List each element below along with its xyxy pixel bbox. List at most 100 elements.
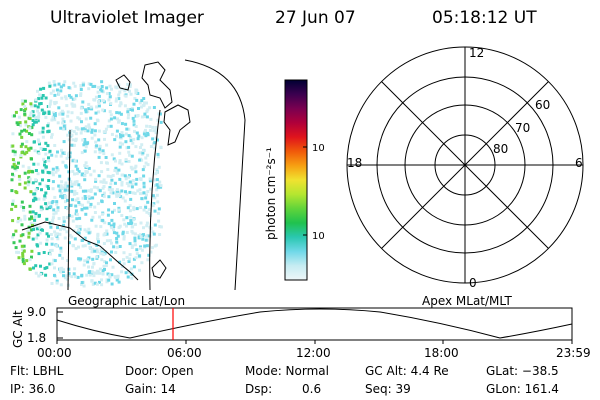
- aurora-pixel: [39, 146, 43, 150]
- aurora-pixel: [145, 101, 148, 105]
- aurora-pixel: [88, 273, 92, 277]
- aurora-pixel: [103, 268, 106, 271]
- aurora-pixel: [119, 112, 123, 116]
- aurora-pixel: [62, 140, 66, 144]
- aurora-pixel: [120, 214, 124, 217]
- aurora-pixel: [36, 244, 40, 248]
- aurora-pixel: [141, 151, 145, 155]
- aurora-pixel: [32, 227, 36, 231]
- aurora-pixel: [53, 93, 57, 97]
- aurora-pixel: [143, 130, 147, 134]
- aurora-pixel: [29, 146, 33, 150]
- aurora-pixel: [51, 187, 55, 191]
- aurora-pixel: [133, 243, 137, 247]
- aurora-pixel: [120, 270, 124, 274]
- aurora-pixel: [19, 234, 23, 238]
- aurora-pixel: [70, 111, 74, 115]
- aurora-pixel: [31, 237, 35, 241]
- aurora-pixel: [91, 85, 95, 88]
- altitude-timeline: GC Alt 9.0 1.8: [11, 305, 573, 348]
- aurora-pixel: [11, 158, 15, 162]
- aurora-pixel: [16, 220, 20, 224]
- aurora-pixel: [19, 108, 23, 112]
- aurora-pixel: [125, 255, 129, 259]
- aurora-pixel: [123, 104, 127, 108]
- aurora-pixel: [93, 249, 97, 253]
- aurora-pixel: [105, 229, 109, 233]
- aurora-pixel: [139, 221, 143, 225]
- aurora-pixel: [31, 223, 34, 227]
- aurora-pixel: [36, 109, 39, 113]
- aurora-pixel: [23, 181, 27, 185]
- aurora-pixel: [107, 208, 111, 212]
- aurora-pixel: [74, 137, 78, 141]
- aurora-pixel: [127, 134, 131, 138]
- aurora-pixel: [31, 210, 35, 214]
- aurora-pixel: [45, 217, 49, 221]
- aurora-pixel: [63, 80, 67, 84]
- aurora-pixel: [142, 181, 146, 185]
- aurora-pixel: [49, 205, 53, 209]
- aurora-pixel: [84, 161, 88, 165]
- aurora-pixel: [105, 232, 109, 236]
- aurora-pixel: [25, 129, 29, 133]
- aurora-pixel: [45, 242, 49, 246]
- aurora-emission-dots: [10, 80, 163, 288]
- aurora-pixel: [28, 177, 32, 181]
- aurora-pixel: [33, 222, 36, 226]
- aurora-pixel: [44, 116, 48, 119]
- aurora-pixel: [158, 180, 162, 184]
- aurora-pixel: [18, 124, 22, 128]
- aurora-pixel: [28, 114, 32, 118]
- aurora-pixel: [104, 181, 108, 185]
- aurora-pixel: [155, 171, 159, 174]
- aurora-pixel: [97, 138, 101, 142]
- aurora-pixel: [146, 258, 150, 262]
- aurora-pixel: [154, 128, 158, 132]
- aurora-pixel: [37, 274, 41, 278]
- aurora-pixel: [146, 200, 150, 204]
- aurora-pixel: [67, 94, 71, 98]
- aurora-pixel: [74, 209, 78, 213]
- aurora-pixel: [65, 156, 69, 160]
- aurora-pixel: [128, 209, 132, 213]
- aurora-pixel: [145, 115, 149, 119]
- mlt-label-12: 12: [469, 46, 484, 60]
- aurora-pixel: [133, 232, 137, 236]
- aurora-pixel: [106, 168, 110, 171]
- aurora-pixel: [141, 149, 145, 153]
- aurora-pixel: [68, 214, 71, 217]
- aurora-pixel: [140, 197, 144, 201]
- aurora-pixel: [141, 168, 145, 172]
- aurora-pixel: [48, 102, 52, 106]
- aurora-pixel: [59, 194, 63, 198]
- aurora-pixel: [55, 202, 59, 206]
- aurora-pixel: [114, 251, 118, 254]
- aurora-pixel: [102, 130, 106, 134]
- aurora-pixel: [43, 194, 47, 198]
- aurora-pixel: [10, 207, 14, 211]
- aurora-pixel: [107, 188, 111, 192]
- aurora-pixel: [100, 199, 104, 203]
- aurora-pixel: [115, 169, 118, 173]
- aurora-pixel: [125, 231, 129, 234]
- aurora-pixel: [130, 229, 134, 233]
- aurora-pixel: [66, 154, 70, 158]
- aurora-pixel: [149, 117, 153, 121]
- aurora-pixel: [17, 216, 21, 220]
- aurora-pixel: [47, 112, 51, 115]
- aurora-pixel: [89, 173, 93, 177]
- aurora-pixel: [129, 219, 133, 223]
- aurora-pixel: [95, 118, 99, 122]
- aurora-pixel: [30, 255, 33, 259]
- aurora-pixel: [28, 258, 32, 262]
- aurora-pixel: [59, 246, 63, 250]
- aurora-pixel: [11, 114, 15, 118]
- aurora-pixel: [32, 198, 36, 202]
- aurora-pixel: [112, 222, 116, 226]
- aurora-pixel: [14, 246, 18, 250]
- coastline-island-south: [151, 259, 167, 279]
- aurora-pixel: [90, 107, 94, 111]
- aurora-pixel: [133, 236, 137, 240]
- aurora-pixel: [56, 206, 60, 210]
